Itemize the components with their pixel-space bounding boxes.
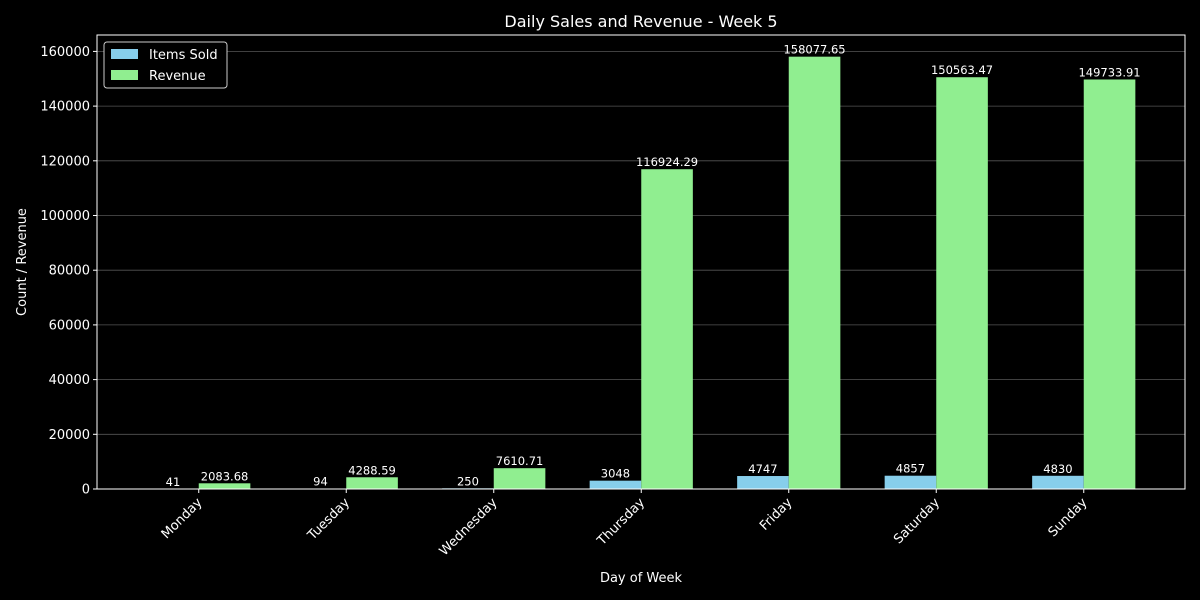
bar-items-sold — [589, 480, 642, 489]
y-tick-label: 160000 — [40, 45, 90, 60]
data-label-revenue: 4288.59 — [348, 463, 396, 477]
x-axis-label: Day of Week — [600, 571, 683, 586]
bar-items-sold — [884, 475, 937, 489]
bar-revenue — [198, 483, 251, 489]
data-label-items-sold: 250 — [457, 474, 479, 488]
bar-revenue — [493, 468, 546, 489]
y-tick-label: 100000 — [40, 209, 90, 224]
y-tick-label: 120000 — [40, 154, 90, 169]
bar-revenue — [1083, 79, 1136, 489]
data-label-revenue: 2083.68 — [201, 469, 249, 483]
bar-revenue — [346, 477, 398, 489]
data-label-revenue: 150563.47 — [931, 63, 993, 77]
bars — [147, 56, 1136, 490]
legend-swatch-items-sold — [111, 49, 138, 59]
y-tick-label: 140000 — [40, 100, 90, 115]
bar-revenue — [936, 77, 988, 489]
y-tick-label: 60000 — [49, 318, 90, 333]
data-label-revenue: 7610.71 — [496, 454, 544, 468]
y-tick-label: 0 — [82, 483, 90, 498]
y-tick-label: 40000 — [49, 373, 90, 388]
data-label-revenue: 149733.91 — [1078, 65, 1140, 79]
data-labels: 41 2083.68 94 4288.59 250 7610.71 3048 116924.2… — [166, 43, 1141, 489]
chart-title: Daily Sales and Revenue - Week 5 — [504, 12, 777, 31]
bar-items-sold — [737, 476, 789, 489]
y-tick-label: 20000 — [49, 428, 90, 443]
legend-label-items-sold: Items Sold — [149, 48, 218, 63]
legend-label-revenue: Revenue — [149, 69, 206, 84]
data-label-items-sold: 3048 — [601, 467, 630, 481]
data-label-items-sold: 41 — [166, 475, 181, 489]
y-tick-label: 80000 — [49, 264, 90, 279]
data-label-items-sold: 4747 — [748, 462, 777, 476]
y-axis: 0 20000 40000 60000 80000 100000 120000 140000 1… — [40, 45, 97, 498]
bar-revenue — [641, 169, 693, 489]
legend: Items Sold Revenue — [103, 41, 228, 89]
data-label-items-sold: 4857 — [896, 462, 925, 476]
data-label-items-sold: 4830 — [1043, 462, 1072, 476]
bar-items-sold — [1032, 475, 1084, 489]
bar-revenue — [788, 56, 841, 490]
legend-swatch-revenue — [111, 70, 138, 80]
data-label-items-sold: 94 — [313, 475, 328, 489]
y-axis-label: Count / Revenue — [15, 208, 30, 316]
data-label-revenue: 116924.29 — [636, 155, 698, 169]
data-label-revenue: 158077.65 — [783, 43, 845, 57]
